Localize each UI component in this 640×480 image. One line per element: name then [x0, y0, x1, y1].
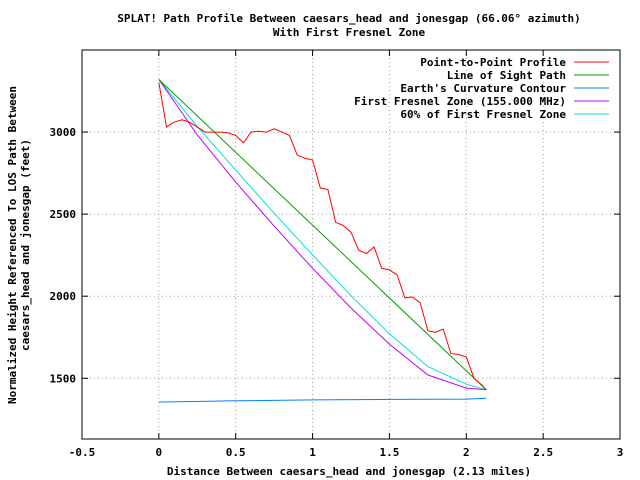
x-tick-label: 2 — [463, 446, 470, 459]
chart-subtitle: With First Fresnel Zone — [273, 26, 426, 39]
axis-ticks: -0.5 0 0.5 1 1.5 2 2.5 3 1500 2000 2500 3000 — [50, 50, 624, 459]
legend-label-1: Line of Sight Path — [447, 69, 566, 82]
series-line-2 — [158, 397, 487, 403]
x-tick-label: 3 — [617, 446, 624, 459]
y-tick-label: 2000 — [50, 290, 77, 303]
series-line-4 — [158, 79, 487, 391]
x-tick-label: 1.5 — [379, 446, 399, 459]
y-tick-label: 2500 — [50, 208, 77, 221]
legend-label-2: Earth's Curvature Contour — [400, 82, 566, 95]
series-line-1 — [158, 79, 487, 391]
y-axis-label-line2: caesars_head and jonesgap (feet) — [19, 139, 32, 351]
y-tick-label: 1500 — [50, 372, 77, 385]
y-tick-label: 3000 — [50, 126, 77, 139]
chart-title: SPLAT! Path Profile Between caesars_head… — [117, 12, 581, 25]
x-tick-label: -0.5 — [69, 446, 96, 459]
x-tick-label: 0.5 — [226, 446, 246, 459]
x-tick-label: 1 — [309, 446, 316, 459]
y-axis-label-group: Normalized Height Referenced To LOS Path… — [6, 86, 32, 404]
series-line-0 — [158, 82, 487, 391]
plot-frame — [81, 49, 621, 440]
x-tick-label: 0 — [156, 446, 163, 459]
series-group — [158, 79, 487, 403]
x-axis-label: Distance Between caesars_head and jonesg… — [167, 465, 531, 478]
legend-label-3: First Fresnel Zone (155.000 MHz) — [354, 95, 566, 108]
series-line-3 — [158, 79, 487, 391]
legend-label-4: 60% of First Fresnel Zone — [400, 108, 566, 121]
y-axis-label-line1: Normalized Height Referenced To LOS Path… — [6, 86, 19, 404]
legend-label-0: Point-to-Point Profile — [420, 56, 566, 69]
x-tick-label: 2.5 — [533, 446, 553, 459]
